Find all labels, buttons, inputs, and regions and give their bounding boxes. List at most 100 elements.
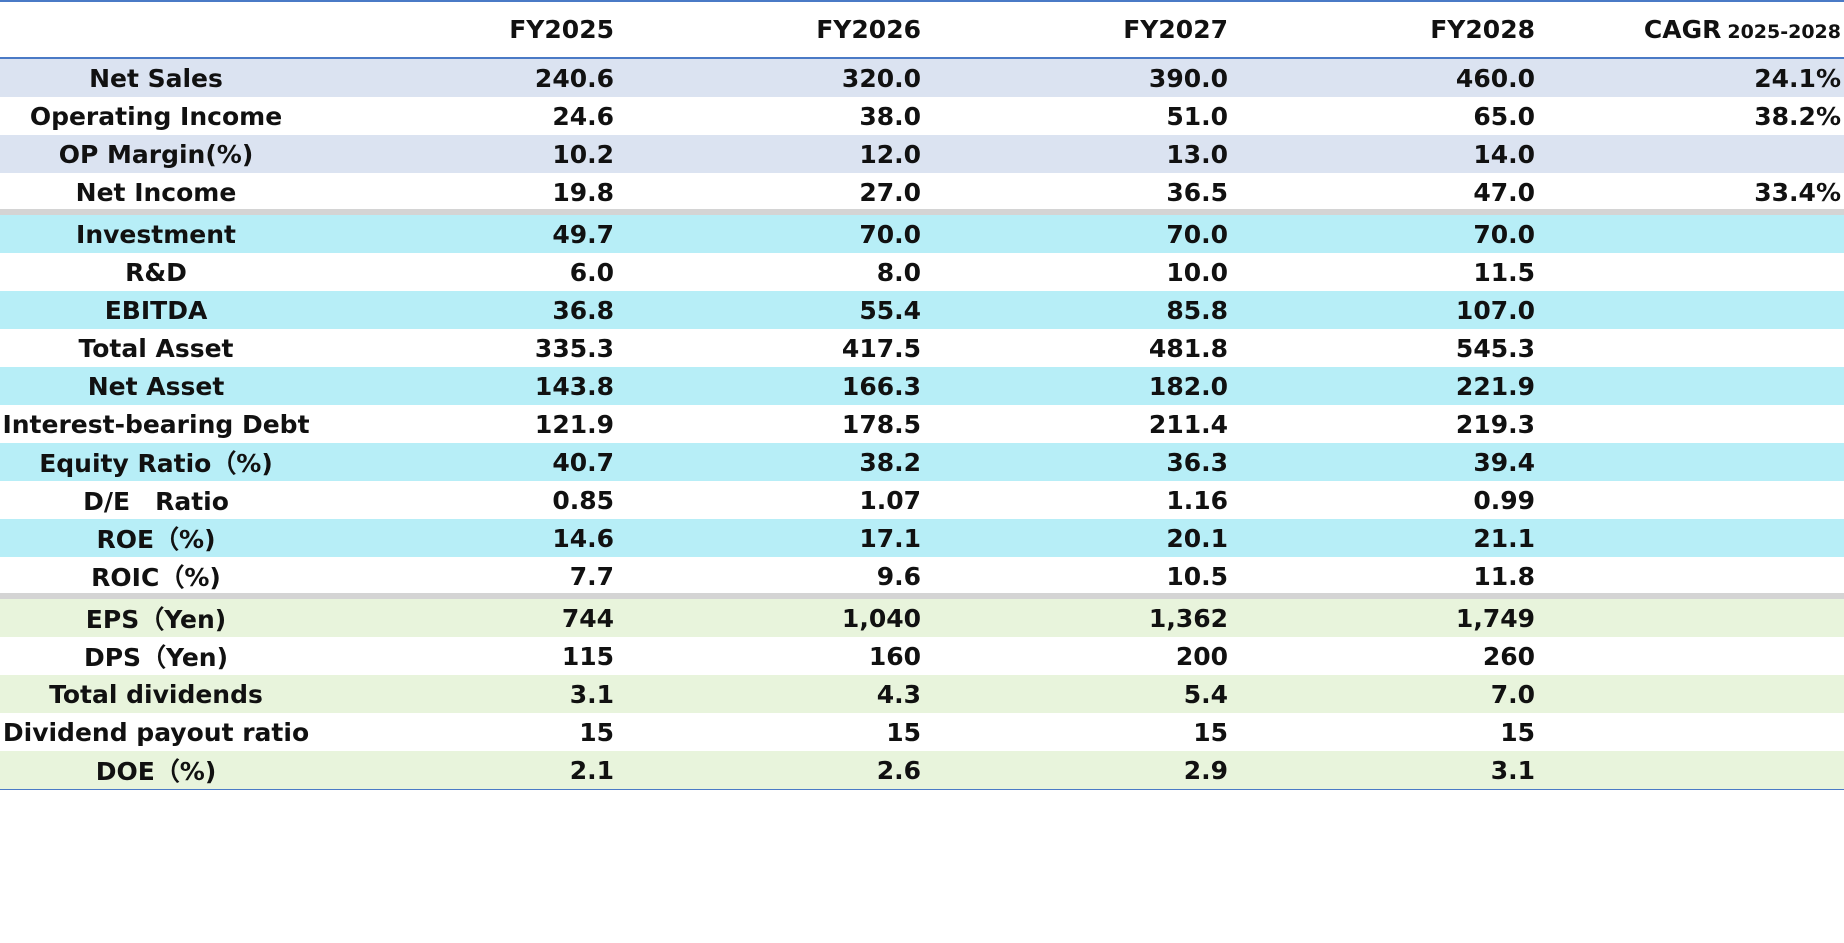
cagr-cell (1535, 713, 1841, 751)
value-cell-fy2025: 3.1 (569, 679, 614, 709)
header-cagr: CAGR 2025-2028 (1535, 2, 1841, 57)
table-row: ROE（%) 14.6 17.1 20.1 21.1 (0, 519, 1844, 557)
value-cell-fy2025: 0.85 (552, 485, 614, 515)
value-cell-fy2026: 38.0 (859, 101, 921, 131)
cagr-cell: 24.1% (1754, 63, 1841, 93)
cagr-cell (1535, 405, 1841, 443)
table-bottom-rule (0, 788, 1844, 790)
value-cell-fy2026: 12.0 (859, 139, 921, 169)
row-label: D/E Ratio (83, 487, 229, 516)
row-label: DPS（Yen) (83, 643, 229, 672)
value-cell-fy2025: 143.8 (534, 371, 614, 401)
row-label: Total dividends (49, 679, 263, 709)
value-cell-fy2025: 744 (561, 603, 614, 633)
value-cell-fy2027: 51.0 (1166, 101, 1228, 131)
value-cell-fy2027: 2.9 (1183, 755, 1228, 785)
table-header-row: FY2025 FY2026 FY2027 FY2028 CAGR 2025-202… (0, 2, 1844, 57)
table-row: Total Asset 335.3 417.5 481.8 545.3 (0, 329, 1844, 367)
value-cell-fy2027: 5.4 (1183, 679, 1228, 709)
table-row: EPS（Yen) 744 1,040 1,362 1,749 (0, 599, 1844, 637)
value-cell-fy2025: 115 (561, 641, 614, 671)
row-label: Net Asset (87, 371, 225, 401)
row-label: Interest-bearing Debt (2, 409, 310, 439)
row-label: Net Sales (89, 63, 223, 93)
value-cell-fy2026: 320.0 (841, 63, 921, 93)
value-cell-fy2025: 6.0 (569, 257, 614, 287)
cagr-cell (1535, 519, 1841, 557)
value-cell-fy2028: 219.3 (1455, 409, 1535, 439)
row-label: R&D (125, 257, 187, 287)
cagr-cell (1535, 215, 1841, 253)
cagr-cell (1535, 135, 1841, 173)
value-cell-fy2028: 39.4 (1473, 447, 1535, 477)
value-cell-fy2028: 221.9 (1455, 371, 1535, 401)
value-cell-fy2027: 13.0 (1166, 139, 1228, 169)
table-row: Net Income 19.8 27.0 36.5 47.0 33.4% (0, 173, 1844, 211)
cagr-cell: 38.2% (1754, 101, 1841, 131)
table-row: Interest-bearing Debt 121.9 178.5 211.4 219.… (0, 405, 1844, 443)
value-cell-fy2027: 1,362 (1148, 603, 1228, 633)
table-row: R&D 6.0 8.0 10.0 11.5 (0, 253, 1844, 291)
value-cell-fy2026: 9.6 (876, 561, 921, 591)
cagr-range: 2025-2028 (1727, 20, 1841, 43)
section-separator-1 (0, 209, 1844, 215)
value-cell-fy2027: 200 (1175, 641, 1228, 671)
cagr-cell (1535, 599, 1841, 637)
value-cell-fy2027: 70.0 (1166, 219, 1228, 249)
header-fy2026: FY2026 (816, 15, 921, 44)
table-row: Operating Income 24.6 38.0 51.0 65.0 38.2% (0, 97, 1844, 135)
cagr-label: CAGR (1643, 15, 1722, 44)
value-cell-fy2027: 10.0 (1166, 257, 1228, 287)
cagr-cell (1535, 637, 1841, 675)
value-cell-fy2026: 38.2 (859, 447, 921, 477)
table-row: EBITDA 36.8 55.4 85.8 107.0 (0, 291, 1844, 329)
value-cell-fy2027: 36.5 (1166, 177, 1228, 207)
value-cell-fy2025: 240.6 (534, 63, 614, 93)
value-cell-fy2027: 15 (1193, 717, 1228, 747)
cagr-cell: 33.4% (1754, 177, 1841, 207)
value-cell-fy2026: 17.1 (859, 523, 921, 553)
cagr-cell (1535, 367, 1841, 405)
row-label: EPS（Yen) (85, 605, 227, 634)
table-row: Equity Ratio（%) 40.7 38.2 36.3 39.4 (0, 443, 1844, 481)
cagr-cell (1535, 253, 1841, 291)
table-row: DPS（Yen) 115 160 200 260 (0, 637, 1844, 675)
row-label: Equity Ratio（%) (39, 449, 273, 478)
cagr-cell (1535, 675, 1841, 713)
value-cell-fy2026: 15 (886, 717, 921, 747)
value-cell-fy2025: 19.8 (552, 177, 614, 207)
section-separator-2 (0, 593, 1844, 599)
value-cell-fy2027: 20.1 (1166, 523, 1228, 553)
value-cell-fy2028: 70.0 (1473, 219, 1535, 249)
value-cell-fy2025: 14.6 (552, 523, 614, 553)
value-cell-fy2028: 11.5 (1473, 257, 1535, 287)
value-cell-fy2025: 7.7 (569, 561, 614, 591)
value-cell-fy2028: 11.8 (1473, 561, 1535, 591)
row-label: Dividend payout ratio (2, 717, 310, 747)
value-cell-fy2025: 335.3 (534, 333, 614, 363)
cagr-cell (1535, 329, 1841, 367)
value-cell-fy2027: 1.16 (1166, 485, 1228, 515)
row-label: Net Income (75, 177, 237, 207)
header-fy2027: FY2027 (1123, 15, 1228, 44)
value-cell-fy2025: 49.7 (552, 219, 614, 249)
value-cell-fy2028: 107.0 (1455, 295, 1535, 325)
table-row: OP Margin(%) 10.2 12.0 13.0 14.0 (0, 135, 1844, 173)
value-cell-fy2026: 417.5 (841, 333, 921, 363)
value-cell-fy2028: 65.0 (1473, 101, 1535, 131)
value-cell-fy2028: 545.3 (1455, 333, 1535, 363)
value-cell-fy2028: 47.0 (1473, 177, 1535, 207)
cagr-cell (1535, 443, 1841, 481)
value-cell-fy2026: 1.07 (859, 485, 921, 515)
row-label: ROIC（%) (91, 563, 221, 592)
value-cell-fy2026: 2.6 (876, 755, 921, 785)
header-bottom-rule (0, 57, 1844, 59)
value-cell-fy2026: 4.3 (876, 679, 921, 709)
header-label-column (0, 2, 312, 57)
value-cell-fy2025: 24.6 (552, 101, 614, 131)
cagr-cell (1535, 481, 1841, 519)
row-label: DOE（%) (95, 757, 217, 786)
value-cell-fy2026: 70.0 (859, 219, 921, 249)
value-cell-fy2025: 15 (579, 717, 614, 747)
